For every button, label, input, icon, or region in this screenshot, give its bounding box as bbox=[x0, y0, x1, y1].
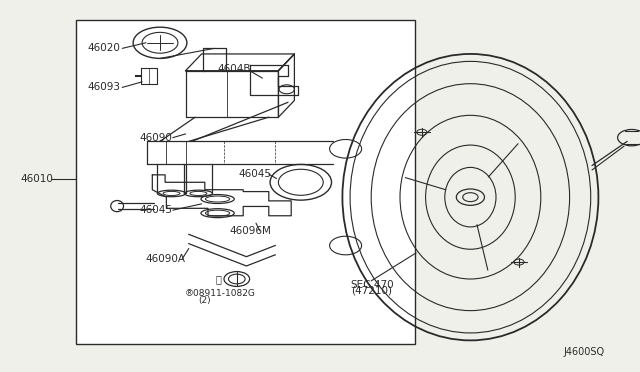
Text: 46093: 46093 bbox=[87, 83, 120, 92]
Text: ⓝ: ⓝ bbox=[216, 274, 222, 284]
Text: SEC.470: SEC.470 bbox=[351, 280, 394, 289]
Text: (2): (2) bbox=[198, 296, 211, 305]
Bar bbox=[76, 20, 415, 344]
Text: 4604B: 4604B bbox=[218, 64, 251, 74]
Text: 46090: 46090 bbox=[140, 133, 172, 142]
Text: 46096M: 46096M bbox=[229, 226, 271, 235]
Text: 46045: 46045 bbox=[140, 205, 173, 215]
Text: (47210): (47210) bbox=[351, 286, 392, 296]
Text: 46020: 46020 bbox=[87, 44, 120, 53]
Text: 46010: 46010 bbox=[20, 174, 53, 183]
Text: 46090A: 46090A bbox=[146, 254, 186, 263]
Text: ®08911-1082G: ®08911-1082G bbox=[184, 289, 255, 298]
Text: J4600SQ: J4600SQ bbox=[563, 347, 604, 356]
Text: 46045: 46045 bbox=[238, 169, 271, 179]
